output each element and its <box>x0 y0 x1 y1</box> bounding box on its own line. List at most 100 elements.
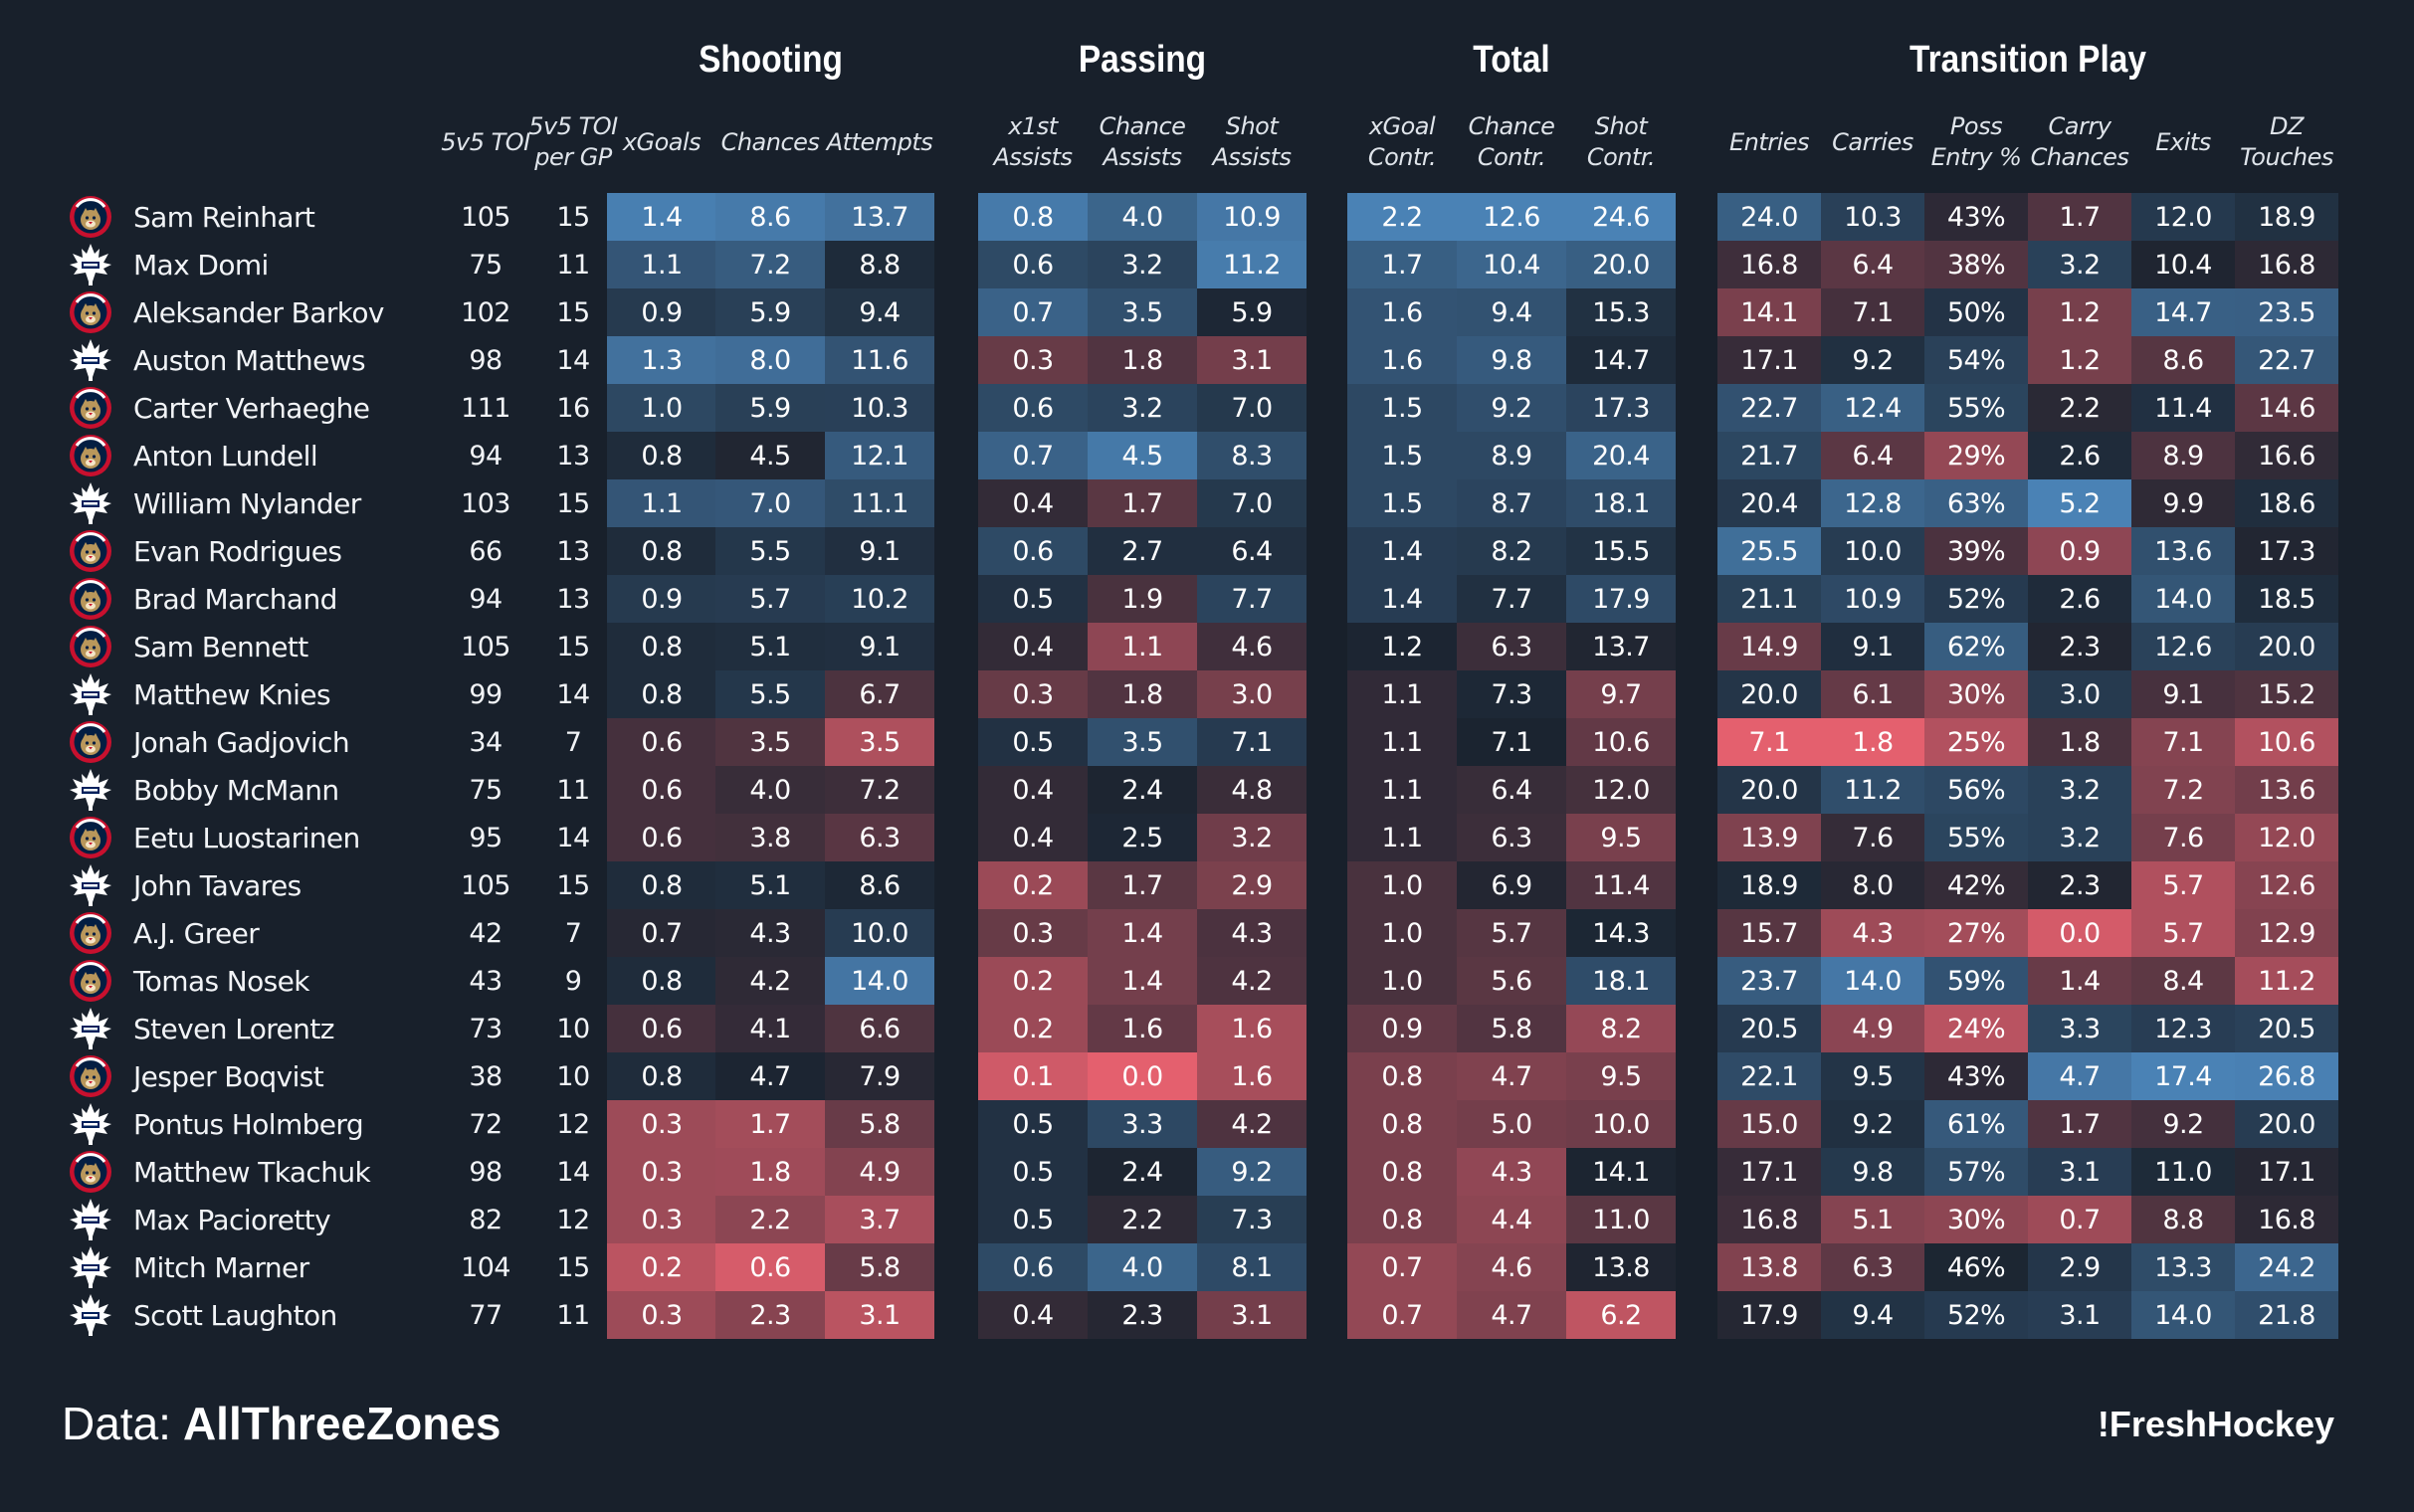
cell-toi: 103 <box>461 487 510 519</box>
cell-xgoals: 0.6 <box>607 766 716 814</box>
cell-poss_entry: 59% <box>1924 957 2028 1005</box>
cell-poss_entry: 29% <box>1924 432 2028 479</box>
cell-shot_ast: 4.2 <box>1197 957 1307 1005</box>
cell-poss_entry: 27% <box>1924 909 2028 957</box>
cell-xgoal_contr: 0.8 <box>1347 1196 1457 1243</box>
cell-attempts: 6.7 <box>825 670 934 718</box>
cell-exits: 14.7 <box>2131 288 2235 336</box>
cell-shot_contr: 20.0 <box>1566 241 1676 288</box>
cell-shot_contr: 9.5 <box>1566 814 1676 861</box>
cell-poss_entry: 42% <box>1924 861 2028 909</box>
cell-shot_ast: 1.6 <box>1197 1052 1307 1100</box>
cell-chance_ast: 2.7 <box>1088 527 1197 575</box>
cell-exits: 9.1 <box>2131 670 2235 718</box>
cell-carry_chances: 3.1 <box>2028 1291 2131 1339</box>
cell-xgoals: 0.8 <box>607 432 716 479</box>
cell-shot_ast: 7.0 <box>1197 479 1307 527</box>
cell-shot_ast: 3.0 <box>1197 670 1307 718</box>
column-header-exits: Exits <box>2155 127 2211 156</box>
cell-toi_gp: 12 <box>556 1204 590 1235</box>
cell-exits: 10.4 <box>2131 241 2235 288</box>
cell-poss_entry: 50% <box>1924 288 2028 336</box>
panthers-logo-icon <box>68 576 113 622</box>
cell-xgoals: 0.8 <box>607 957 716 1005</box>
maple-leafs-logo-icon <box>68 1244 113 1290</box>
cell-toi: 42 <box>469 917 503 949</box>
cell-carry_chances: 1.4 <box>2028 957 2131 1005</box>
cell-attempts: 6.3 <box>825 814 934 861</box>
cell-shot_contr: 15.5 <box>1566 527 1676 575</box>
cell-poss_entry: 43% <box>1924 193 2028 241</box>
cell-chances: 5.9 <box>715 384 825 432</box>
cell-toi_gp: 15 <box>556 296 590 328</box>
cell-entries: 20.0 <box>1717 766 1821 814</box>
cell-xgoals: 1.1 <box>607 479 716 527</box>
cell-chance_ast: 0.0 <box>1088 1052 1197 1100</box>
cell-poss_entry: 52% <box>1924 575 2028 623</box>
cell-poss_entry: 62% <box>1924 623 2028 670</box>
cell-exits: 9.2 <box>2131 1100 2235 1148</box>
cell-poss_entry: 30% <box>1924 1196 2028 1243</box>
cell-x1st: 0.4 <box>978 623 1088 670</box>
cell-xgoal_contr: 2.2 <box>1347 193 1457 241</box>
cell-poss_entry: 56% <box>1924 766 2028 814</box>
cell-x1st: 0.3 <box>978 336 1088 384</box>
cell-attempts: 5.8 <box>825 1100 934 1148</box>
cell-chances: 7.0 <box>715 479 825 527</box>
maple-leafs-logo-icon <box>68 1006 113 1051</box>
cell-x1st: 0.2 <box>978 861 1088 909</box>
cell-xgoal_contr: 1.1 <box>1347 670 1457 718</box>
cell-poss_entry: 24% <box>1924 1005 2028 1052</box>
cell-dz_touches: 18.9 <box>2235 193 2338 241</box>
cell-xgoals: 1.0 <box>607 384 716 432</box>
cell-xgoal_contr: 1.2 <box>1347 623 1457 670</box>
cell-attempts: 14.0 <box>825 957 934 1005</box>
cell-x1st: 0.6 <box>978 1243 1088 1291</box>
cell-attempts: 12.1 <box>825 432 934 479</box>
cell-chance_ast: 1.9 <box>1088 575 1197 623</box>
panthers-logo-icon <box>68 815 113 860</box>
brand-handle: !FreshHockey <box>2097 1404 2334 1444</box>
cell-entries: 22.1 <box>1717 1052 1821 1100</box>
cell-attempts: 6.6 <box>825 1005 934 1052</box>
cell-toi: 75 <box>469 774 503 806</box>
cell-toi_gp: 14 <box>556 822 590 853</box>
cell-shot_contr: 17.3 <box>1566 384 1676 432</box>
cell-chance_contr: 9.2 <box>1457 384 1566 432</box>
cell-shot_contr: 15.3 <box>1566 288 1676 336</box>
cell-xgoals: 0.8 <box>607 861 716 909</box>
panthers-logo-icon <box>68 624 113 669</box>
cell-carry_chances: 1.2 <box>2028 336 2131 384</box>
cell-attempts: 11.1 <box>825 479 934 527</box>
cell-dz_touches: 12.6 <box>2235 861 2338 909</box>
cell-chances: 7.2 <box>715 241 825 288</box>
cell-dz_touches: 15.2 <box>2235 670 2338 718</box>
cell-carry_chances: 1.7 <box>2028 193 2131 241</box>
player-name: Aleksander Barkov <box>133 295 384 329</box>
cell-exits: 14.0 <box>2131 1291 2235 1339</box>
cell-shot_ast: 8.1 <box>1197 1243 1307 1291</box>
cell-chances: 2.3 <box>715 1291 825 1339</box>
cell-exits: 5.7 <box>2131 861 2235 909</box>
player-name: Tomas Nosek <box>133 964 310 998</box>
cell-dz_touches: 13.6 <box>2235 766 2338 814</box>
cell-dz_touches: 21.8 <box>2235 1291 2338 1339</box>
cell-toi_gp: 13 <box>556 535 590 567</box>
cell-shot_contr: 10.6 <box>1566 718 1676 766</box>
cell-dz_touches: 20.5 <box>2235 1005 2338 1052</box>
cell-dz_touches: 18.6 <box>2235 479 2338 527</box>
cell-xgoal_contr: 0.7 <box>1347 1243 1457 1291</box>
cell-poss_entry: 63% <box>1924 479 2028 527</box>
cell-chance_contr: 10.4 <box>1457 241 1566 288</box>
cell-chances: 8.6 <box>715 193 825 241</box>
cell-x1st: 0.5 <box>978 718 1088 766</box>
cell-carries: 9.1 <box>1821 623 1924 670</box>
cell-dz_touches: 17.3 <box>2235 527 2338 575</box>
cell-shot_ast: 3.1 <box>1197 336 1307 384</box>
cell-chance_contr: 6.3 <box>1457 623 1566 670</box>
cell-chances: 8.0 <box>715 336 825 384</box>
cell-toi: 105 <box>461 201 510 233</box>
cell-carry_chances: 3.1 <box>2028 1148 2131 1196</box>
panthers-logo-icon <box>68 289 113 335</box>
cell-xgoals: 1.1 <box>607 241 716 288</box>
